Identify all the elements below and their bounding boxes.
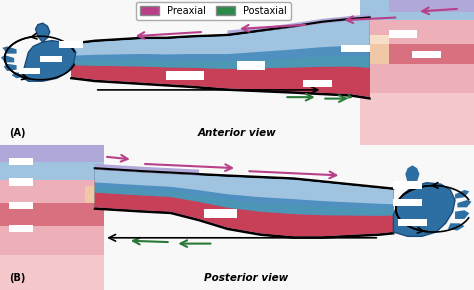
Polygon shape xyxy=(19,41,76,81)
FancyBboxPatch shape xyxy=(9,225,33,232)
Polygon shape xyxy=(360,20,474,44)
FancyBboxPatch shape xyxy=(389,30,417,38)
Polygon shape xyxy=(0,145,104,290)
FancyBboxPatch shape xyxy=(398,219,427,226)
Polygon shape xyxy=(71,19,370,56)
FancyBboxPatch shape xyxy=(393,199,422,206)
Polygon shape xyxy=(360,44,474,64)
Polygon shape xyxy=(4,64,17,71)
Text: (B): (B) xyxy=(9,273,26,283)
Polygon shape xyxy=(95,193,393,236)
FancyBboxPatch shape xyxy=(341,45,370,52)
Text: (A): (A) xyxy=(9,128,26,138)
Polygon shape xyxy=(360,64,474,93)
Polygon shape xyxy=(0,162,104,180)
FancyBboxPatch shape xyxy=(303,80,332,87)
Polygon shape xyxy=(360,44,389,64)
Text: Posterior view: Posterior view xyxy=(204,273,289,283)
Polygon shape xyxy=(95,164,199,175)
Polygon shape xyxy=(1,55,14,62)
Polygon shape xyxy=(360,0,474,145)
FancyBboxPatch shape xyxy=(9,158,33,165)
Polygon shape xyxy=(71,65,370,97)
Polygon shape xyxy=(360,35,389,44)
Polygon shape xyxy=(393,183,455,236)
Polygon shape xyxy=(2,46,17,54)
FancyBboxPatch shape xyxy=(204,209,237,218)
FancyBboxPatch shape xyxy=(9,178,33,186)
Polygon shape xyxy=(405,165,419,187)
Polygon shape xyxy=(228,14,370,35)
Polygon shape xyxy=(0,180,104,203)
Polygon shape xyxy=(12,72,24,78)
Polygon shape xyxy=(95,170,393,236)
Polygon shape xyxy=(455,190,469,199)
Polygon shape xyxy=(360,0,474,20)
Polygon shape xyxy=(0,203,104,226)
Text: Anterior view: Anterior view xyxy=(198,128,276,138)
Polygon shape xyxy=(360,93,474,145)
Polygon shape xyxy=(389,0,474,12)
FancyBboxPatch shape xyxy=(393,181,422,188)
Polygon shape xyxy=(36,23,50,42)
Polygon shape xyxy=(85,186,114,203)
FancyBboxPatch shape xyxy=(166,71,204,80)
Polygon shape xyxy=(455,210,469,219)
Polygon shape xyxy=(448,223,465,231)
Polygon shape xyxy=(71,19,370,97)
Polygon shape xyxy=(95,186,393,216)
FancyBboxPatch shape xyxy=(59,41,83,48)
Legend: Preaxial, Postaxial: Preaxial, Postaxial xyxy=(136,2,291,20)
FancyBboxPatch shape xyxy=(40,56,62,62)
Polygon shape xyxy=(71,17,370,99)
Polygon shape xyxy=(95,170,393,204)
Polygon shape xyxy=(457,200,472,207)
Polygon shape xyxy=(0,226,104,255)
Polygon shape xyxy=(71,56,370,69)
FancyBboxPatch shape xyxy=(237,61,265,70)
Polygon shape xyxy=(95,168,393,238)
FancyBboxPatch shape xyxy=(9,202,33,209)
Polygon shape xyxy=(0,255,104,290)
Polygon shape xyxy=(0,145,104,162)
FancyBboxPatch shape xyxy=(412,51,441,58)
FancyBboxPatch shape xyxy=(19,68,40,74)
